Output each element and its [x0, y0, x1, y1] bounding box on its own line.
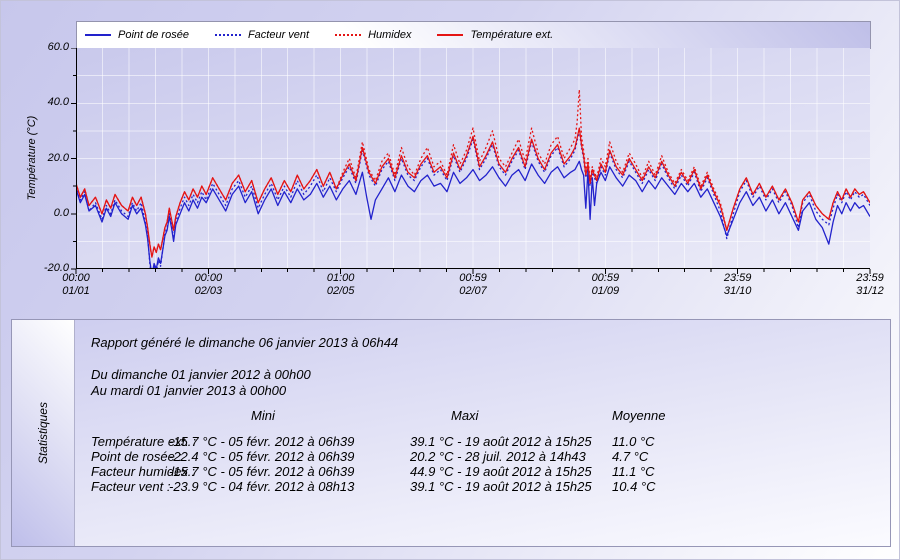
- stats-cell-moyenne: 11.0 °C: [612, 434, 655, 449]
- chart-legend: Point de rosée Facteur vent Humidex Temp…: [76, 21, 871, 49]
- line-sample-solid-red-icon: [437, 34, 464, 36]
- stats-cell-label: Point de rosée :: [91, 449, 183, 464]
- axes: [71, 48, 871, 274]
- legend-label: Température ext.: [470, 29, 554, 41]
- y-tick-label: 40.0: [47, 96, 69, 108]
- statistics-sidebar: Statistiques: [12, 320, 75, 546]
- stats-cell-mini: -15.7 °C - 05 févr. 2012 à 06h39: [169, 434, 355, 449]
- stats-table-header: Mini Maxi Moyenne: [91, 408, 732, 423]
- stats-header-moyenne: Moyenne: [612, 408, 666, 423]
- series-facteur-vent: [76, 130, 870, 269]
- report-generated-line: Rapport généré le dimanche 06 janvier 20…: [91, 335, 399, 350]
- legend-label: Humidex: [368, 29, 412, 41]
- gridlines: [76, 48, 870, 269]
- stats-cell-label: Température ext. :: [91, 434, 197, 449]
- x-tick-label: 00:59 02/07: [459, 272, 487, 297]
- stats-cell-maxi: 39.1 °C - 19 août 2012 à 15h25: [410, 434, 592, 449]
- x-tick-label: 00:00 01/01: [62, 272, 90, 297]
- series-temp-rature-ext-: [76, 127, 870, 258]
- stats-cell-label: Facteur humidex :: [91, 464, 196, 479]
- line-sample-dotted-red-icon: [335, 34, 362, 36]
- legend-label: Point de rosée: [118, 29, 189, 41]
- statistics-panel: Statistiques Rapport généré le dimanche …: [11, 319, 891, 547]
- legend-label: Facteur vent: [247, 29, 310, 41]
- stats-header-spacer: [91, 408, 169, 423]
- stats-cell-maxi: 39.1 °C - 19 août 2012 à 15h25: [410, 479, 592, 494]
- legend-item-point-de-rosee: Point de rosée: [85, 29, 189, 41]
- period-to-line: Au mardi 01 janvier 2013 à 00h00: [91, 383, 287, 398]
- statistics-sidebar-label: Statistiques: [36, 401, 50, 465]
- stats-cell-moyenne: 10.4 °C: [612, 479, 656, 494]
- period-from-line: Du dimanche 01 janvier 2012 à 00h00: [91, 367, 311, 382]
- stats-cell-mini: -23.9 °C - 04 févr. 2012 à 08h13: [169, 479, 355, 494]
- stats-cell-moyenne: 4.7 °C: [612, 449, 649, 464]
- stats-cell-mini: -15.7 °C - 05 févr. 2012 à 06h39: [169, 464, 355, 479]
- x-tick-label: 00:59 01/09: [591, 272, 620, 297]
- stats-header-mini: Mini: [251, 408, 275, 423]
- stats-header-maxi: Maxi: [451, 408, 479, 423]
- y-tick-label: 20.0: [47, 152, 69, 164]
- line-sample-dotted-blue-icon: [214, 34, 241, 36]
- y-tick-label: 60.0: [47, 41, 69, 53]
- line-sample-solid-blue-icon: [85, 34, 111, 36]
- x-tick-label: 00:00 02/03: [194, 272, 223, 297]
- series-point-de-ros-e: [76, 160, 870, 269]
- legend-item-facteur-vent: Facteur vent: [214, 29, 310, 41]
- y-tick-label: -20.0: [43, 262, 69, 274]
- stats-cell-label: Facteur vent :: [91, 479, 171, 494]
- y-tick-label: 0.0: [53, 207, 69, 219]
- chart-series: [76, 89, 870, 269]
- stats-cell-maxi: 20.2 °C - 28 juil. 2012 à 14h43: [410, 449, 586, 464]
- legend-item-temperature-ext: Température ext.: [437, 29, 553, 41]
- legend-item-humidex: Humidex: [335, 29, 411, 41]
- stats-cell-maxi: 44.9 °C - 19 août 2012 à 15h25: [410, 464, 592, 479]
- x-tick-label: 23:59 31/12: [856, 272, 884, 297]
- stats-cell-mini: -22.4 °C - 05 févr. 2012 à 06h39: [169, 449, 355, 464]
- temperature-line-chart: [71, 48, 871, 274]
- stats-cell-moyenne: 11.1 °C: [612, 464, 655, 479]
- x-tick-label: 23:59 31/10: [723, 272, 752, 297]
- stats-table: Température ext. : -15.7 °C - 05 févr. 20…: [91, 434, 732, 494]
- x-tick-label: 01:00 02/05: [326, 272, 355, 297]
